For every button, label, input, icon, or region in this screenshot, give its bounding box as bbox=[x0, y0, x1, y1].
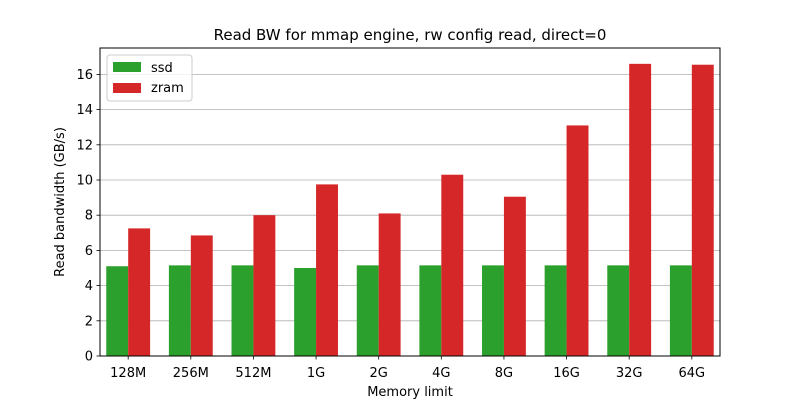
legend-swatch-zram bbox=[113, 83, 141, 93]
bar-zram-512M bbox=[253, 215, 276, 356]
y-tick-label: 10 bbox=[76, 174, 93, 189]
y-axis-label: Read bandwidth (GB/s) bbox=[53, 127, 68, 277]
x-tick-label-4G: 4G bbox=[432, 366, 450, 381]
bar-zram-128M bbox=[128, 228, 151, 356]
legend: ssd zram bbox=[106, 54, 193, 102]
bar-layer bbox=[106, 63, 714, 357]
x-tick-label-16G: 16G bbox=[553, 366, 580, 381]
bar-ssd-8G bbox=[482, 265, 504, 356]
x-tick-label-128M: 128M bbox=[110, 366, 146, 381]
bar-zram-1G bbox=[316, 184, 338, 356]
plot-frame bbox=[99, 47, 721, 357]
y-tick-label: 4 bbox=[85, 279, 93, 294]
legend-label-ssd: ssd bbox=[151, 61, 173, 76]
x-axis-label: Memory limit bbox=[367, 385, 453, 400]
legend-swatch-ssd bbox=[113, 62, 141, 72]
x-tick-label-256M: 256M bbox=[173, 366, 209, 381]
bar-ssd-16G bbox=[544, 265, 567, 356]
bar-zram-2G bbox=[378, 213, 401, 356]
y-tick-label: 16 bbox=[76, 68, 93, 83]
bar-ssd-128M bbox=[106, 266, 129, 356]
bar-zram-4G bbox=[441, 174, 464, 356]
bar-zram-32G bbox=[629, 63, 652, 357]
x-tick-label-1G: 1G bbox=[307, 366, 325, 381]
bar-ssd-32G bbox=[607, 265, 630, 356]
bar-ssd-512M bbox=[231, 265, 254, 356]
y-tick-label: 8 bbox=[85, 209, 93, 224]
x-tick-label-8G: 8G bbox=[495, 366, 513, 381]
y-tick-label: 2 bbox=[85, 314, 93, 329]
chart-title: Read BW for mmap engine, rw config read,… bbox=[214, 26, 607, 44]
y-tick-label: 14 bbox=[76, 103, 93, 118]
bar-zram-16G bbox=[566, 125, 589, 356]
y-tick-label: 6 bbox=[85, 244, 93, 259]
y-tick-label: 0 bbox=[85, 350, 93, 365]
bar-ssd-256M bbox=[168, 265, 191, 356]
bar-zram-8G bbox=[503, 196, 526, 356]
bar-ssd-4G bbox=[419, 265, 442, 356]
x-tick-label-512M: 512M bbox=[235, 366, 271, 381]
bar-ssd-2G bbox=[356, 265, 379, 356]
x-tick-label-2G: 2G bbox=[370, 366, 388, 381]
bar-ssd-1G bbox=[294, 268, 317, 356]
bar-zram-256M bbox=[190, 235, 213, 356]
x-tick-label-32G: 32G bbox=[616, 366, 643, 381]
y-tick-label: 12 bbox=[76, 138, 93, 153]
tick-layer: 0 2 4 6 8 10 12 14 16 128M 256M 512M 1G 2G 4G 8G 16G 32G 6… bbox=[76, 68, 705, 381]
bar-zram-64G bbox=[691, 64, 714, 356]
bar-ssd-64G bbox=[669, 265, 692, 356]
x-tick-label-64G: 64G bbox=[679, 366, 706, 381]
legend-label-zram: zram bbox=[151, 81, 184, 96]
